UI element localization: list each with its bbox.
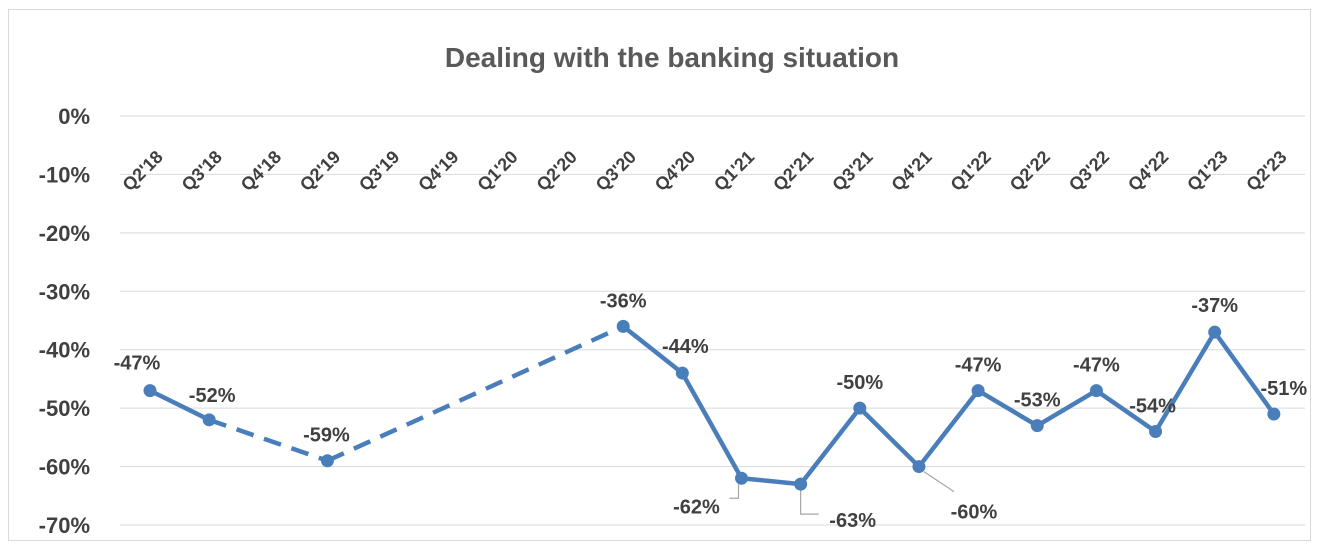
data-label: -47% [1073,355,1120,377]
data-label: -51% [1260,378,1307,400]
y-tick-label: -20% [39,221,90,246]
x-tick-label: Q2'22 [1006,147,1054,195]
series-line-gap-segment [208,417,329,463]
y-tick-label: -40% [39,338,90,363]
y-tick-label: 0% [58,104,90,129]
x-tick-label: Q2'18 [119,147,167,195]
data-label: -59% [303,425,350,447]
data-point [1208,325,1222,339]
y-tick-label: -10% [39,162,90,187]
y-tick-label: -70% [39,513,90,538]
data-point [735,471,748,485]
y-tick-label: -30% [39,279,90,304]
data-point [320,454,334,468]
data-point [202,413,216,427]
data-point [143,384,157,398]
series-line-segment [1035,388,1099,428]
data-label: -60% [951,502,998,524]
x-tick-label: Q2'21 [769,147,817,195]
data-point [1149,425,1163,439]
data-point [616,319,630,333]
x-tick-label: Q3'18 [178,147,226,195]
series-line-segment [680,370,744,481]
chart-frame [8,9,1311,541]
series-line-segment [857,405,922,469]
series-line-segment [147,388,212,423]
data-point [794,477,808,491]
series-line-segment [620,324,685,376]
chart-title: Dealing with the banking situation [445,42,899,73]
y-tick-label: -50% [39,396,90,421]
x-tick-label: Q3'21 [828,147,876,195]
label-leader-line [800,490,819,515]
data-label: -52% [189,385,236,407]
data-label: -44% [662,336,709,358]
data-point [971,384,985,398]
label-leader-line [729,484,740,499]
series-line-segment [798,405,863,487]
x-tick-label: Q2'23 [1242,147,1290,195]
series-line-segment [1094,388,1158,434]
series-line-segment [916,388,981,469]
y-tick-label: -60% [39,455,90,480]
data-label: -36% [600,290,647,312]
data-point [1030,419,1044,433]
data-point [675,366,689,380]
x-tick-label: Q3'22 [1065,147,1113,195]
x-tick-label: Q2'19 [296,147,344,195]
x-tick-label: Q1'22 [947,147,995,195]
x-tick-label: Q4'22 [1124,147,1172,195]
series-line-segment [975,388,1040,428]
data-point [853,401,867,415]
series-line-segment [1212,329,1277,417]
data-label: -47% [114,353,161,375]
x-tick-label: Q1'21 [710,147,758,195]
x-tick-label: Q3'20 [592,147,640,195]
x-tick-label: Q1'20 [473,147,521,195]
x-tick-label: Q3'19 [355,147,403,195]
series-line-gap-segment [326,324,625,463]
x-tick-label: Q4'20 [651,147,699,195]
data-point [1089,384,1103,398]
data-label: -54% [1129,396,1176,418]
x-tick-label: Q4'19 [414,147,462,195]
x-tick-label: Q4'18 [237,147,285,195]
label-leader-line [923,471,955,493]
data-label: -63% [829,510,876,532]
data-label: -47% [955,355,1002,377]
series-line-segment [1153,329,1217,434]
x-tick-label: Q4'21 [887,147,935,195]
x-tick-label: Q1'23 [1183,147,1231,195]
data-label: -50% [836,372,883,394]
data-label: -37% [1191,295,1238,317]
data-point [1267,407,1281,421]
data-point [912,460,926,474]
data-label: -62% [673,496,720,518]
data-label: -53% [1014,390,1061,412]
x-tick-label: Q2'20 [533,147,581,195]
series-line-segment [739,476,803,487]
